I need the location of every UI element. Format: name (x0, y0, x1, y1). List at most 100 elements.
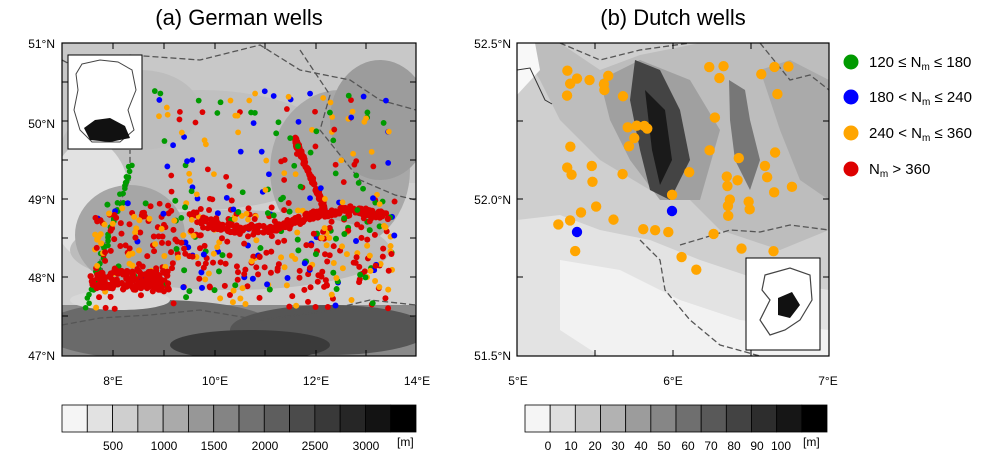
legend-marker-red (843, 161, 859, 177)
well-marker (639, 120, 650, 132)
well-marker (223, 194, 230, 201)
well-marker (122, 242, 129, 249)
well-marker (571, 226, 583, 238)
well-marker (227, 228, 234, 236)
well-marker (376, 283, 383, 290)
well-marker (147, 203, 154, 210)
well-marker (218, 235, 225, 242)
well-marker (251, 109, 258, 116)
well-marker (281, 170, 288, 177)
well-marker (239, 189, 246, 196)
well-marker (146, 215, 153, 222)
well-marker (186, 253, 193, 260)
well-marker (297, 220, 304, 227)
well-marker (323, 281, 330, 288)
well-marker (136, 247, 143, 254)
well-marker (736, 243, 747, 254)
well-marker (380, 245, 387, 252)
well-marker (135, 267, 142, 275)
well-marker (338, 157, 345, 164)
well-marker (171, 217, 178, 224)
well-marker (663, 226, 674, 238)
well-marker (326, 234, 333, 241)
well-marker (157, 286, 164, 293)
well-marker (168, 172, 175, 179)
well-marker (370, 163, 377, 170)
well-marker (323, 242, 330, 249)
legend-marker-green (843, 54, 859, 70)
well-marker (164, 284, 172, 292)
colorbar-segment (801, 404, 828, 433)
well-marker (250, 223, 258, 231)
well-marker (360, 185, 366, 192)
colorbar-segment (137, 404, 164, 433)
well-marker (109, 225, 116, 232)
well-marker (248, 258, 255, 265)
left-cbar-tick: 1500 (201, 439, 228, 453)
right-cbar-tick: 50 (657, 439, 671, 453)
right-border-east (679, 224, 829, 246)
well-marker (111, 280, 118, 288)
left-lat-label: 49°N (28, 193, 55, 207)
well-marker (156, 113, 162, 120)
well-marker (294, 236, 301, 243)
well-marker (276, 225, 283, 232)
well-marker (253, 237, 260, 244)
right-lat-label: 51.5°N (474, 349, 511, 363)
well-marker (666, 189, 678, 201)
well-marker (202, 141, 209, 148)
well-marker (684, 166, 695, 178)
right-lon-axis: 5°E 6°E 7°E (508, 374, 837, 388)
well-marker (786, 181, 798, 193)
well-marker (268, 233, 275, 240)
well-marker (168, 207, 175, 214)
well-marker (230, 287, 237, 294)
well-marker (743, 196, 754, 207)
well-marker (307, 195, 313, 202)
colorbar-segment (238, 404, 265, 433)
well-marker (164, 111, 171, 118)
well-marker (197, 245, 204, 252)
well-marker (102, 249, 109, 256)
well-marker (125, 174, 132, 180)
well-marker (188, 188, 195, 195)
well-marker (200, 251, 207, 258)
well-marker (301, 260, 308, 267)
well-marker (371, 231, 378, 238)
well-marker (98, 240, 105, 247)
well-marker (330, 243, 337, 250)
well-marker (241, 270, 248, 277)
well-marker (308, 174, 315, 181)
well-marker (139, 263, 146, 270)
well-marker (102, 257, 109, 264)
well-marker (82, 304, 89, 311)
right-cbar-unit: [m] (803, 435, 820, 449)
well-marker (281, 177, 288, 183)
well-marker (205, 270, 212, 277)
well-marker (119, 271, 127, 278)
well-marker (769, 147, 781, 158)
well-marker (117, 220, 124, 227)
well-marker (221, 282, 228, 289)
well-marker (361, 206, 369, 213)
well-marker (226, 252, 233, 259)
well-marker (165, 202, 172, 209)
well-marker (382, 295, 389, 302)
well-marker (385, 128, 392, 135)
legend-marker-blue (843, 89, 859, 105)
well-marker (178, 129, 185, 136)
well-marker (228, 197, 235, 204)
well-marker (99, 284, 106, 291)
well-marker (761, 171, 773, 183)
well-marker (267, 269, 274, 276)
well-marker (230, 206, 237, 213)
well-marker (156, 200, 163, 207)
well-marker (623, 141, 635, 152)
well-marker (561, 90, 573, 101)
well-marker (293, 151, 300, 157)
well-marker (124, 268, 132, 276)
well-marker (246, 97, 253, 104)
well-marker (84, 295, 91, 301)
well-marker (214, 110, 221, 116)
well-marker (267, 227, 275, 234)
